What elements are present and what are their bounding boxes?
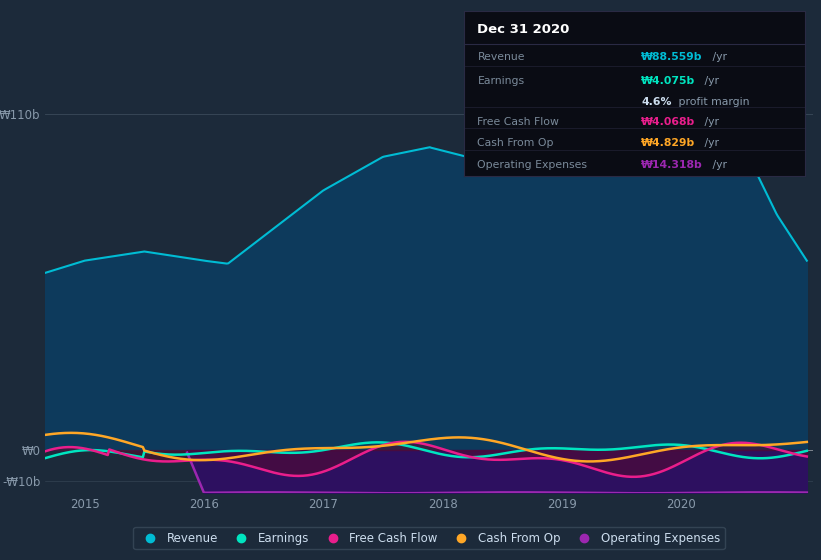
Text: Operating Expenses: Operating Expenses	[478, 160, 588, 170]
Text: ₩4.068b: ₩4.068b	[641, 117, 695, 127]
Text: /yr: /yr	[709, 160, 727, 170]
Text: ₩88.559b: ₩88.559b	[641, 53, 703, 63]
Text: /yr: /yr	[700, 76, 718, 86]
Legend: Revenue, Earnings, Free Cash Flow, Cash From Op, Operating Expenses: Revenue, Earnings, Free Cash Flow, Cash …	[133, 527, 725, 549]
Text: ₩14.318b: ₩14.318b	[641, 160, 703, 170]
Text: /yr: /yr	[700, 117, 718, 127]
Text: /yr: /yr	[709, 53, 727, 63]
Text: /yr: /yr	[700, 138, 718, 148]
Text: Revenue: Revenue	[478, 53, 525, 63]
Text: profit margin: profit margin	[675, 97, 750, 107]
Text: ₩4.075b: ₩4.075b	[641, 76, 695, 86]
Text: 4.6%: 4.6%	[641, 97, 672, 107]
Text: Earnings: Earnings	[478, 76, 525, 86]
Text: Cash From Op: Cash From Op	[478, 138, 554, 148]
Text: Free Cash Flow: Free Cash Flow	[478, 117, 559, 127]
Text: ₩4.829b: ₩4.829b	[641, 138, 695, 148]
Text: Dec 31 2020: Dec 31 2020	[478, 23, 570, 36]
